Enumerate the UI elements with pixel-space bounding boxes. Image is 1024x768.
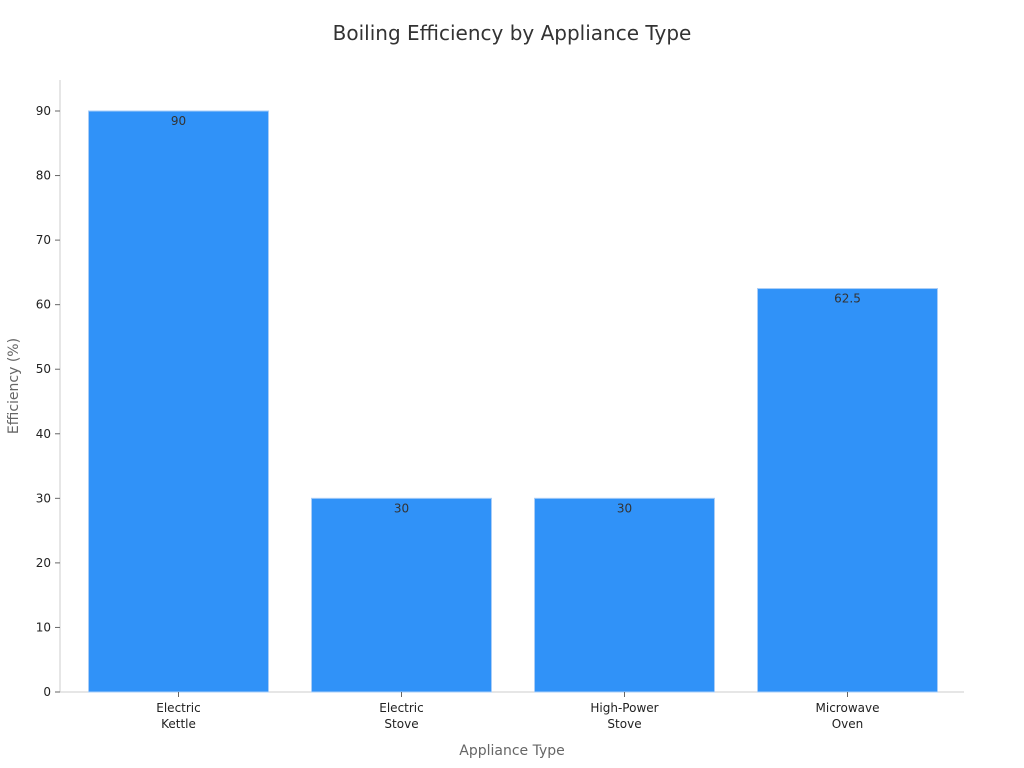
x-tick-label: Kettle: [161, 717, 196, 731]
y-tick-label: 60: [36, 298, 51, 312]
bar: [757, 288, 938, 693]
x-tick-label: High-Power: [590, 701, 658, 715]
bar-data-label: 30: [617, 501, 632, 515]
bars-group: 90 30 30 62.5: [88, 110, 938, 693]
bar: [534, 497, 715, 693]
y-tick-label: 10: [36, 620, 51, 634]
y-axis-ticks: 0 10 20 30 40 50 60 70 80 90: [36, 104, 60, 699]
x-axis-ticks: Electric Kettle Electric Stove High-Power Sto…: [156, 692, 879, 731]
x-tick-label: Microwave: [816, 701, 880, 715]
y-tick-label: 0: [43, 685, 51, 699]
y-tick-label: 20: [36, 556, 51, 570]
y-tick-label: 30: [36, 491, 51, 505]
x-tick-label: Stove: [607, 717, 641, 731]
bar-data-label: 30: [394, 501, 409, 515]
x-tick-label: Electric: [379, 701, 423, 715]
x-tick-label: Stove: [384, 717, 418, 731]
y-tick-label: 90: [36, 104, 51, 118]
y-axis-label: Efficiency (%): [6, 338, 22, 434]
x-tick-label: Electric: [156, 701, 200, 715]
y-tick-label: 40: [36, 427, 51, 441]
chart-title: Boiling Efficiency by Appliance Type: [333, 21, 692, 45]
x-axis-label: Appliance Type: [459, 743, 565, 759]
x-tick-label: Oven: [832, 717, 864, 731]
y-tick-label: 80: [36, 169, 51, 183]
bar: [88, 110, 269, 693]
bar-data-label: 62.5: [834, 292, 861, 306]
y-tick-label: 50: [36, 362, 51, 376]
bar-data-label: 90: [171, 114, 186, 128]
y-tick-label: 70: [36, 233, 51, 247]
bar: [311, 497, 492, 693]
